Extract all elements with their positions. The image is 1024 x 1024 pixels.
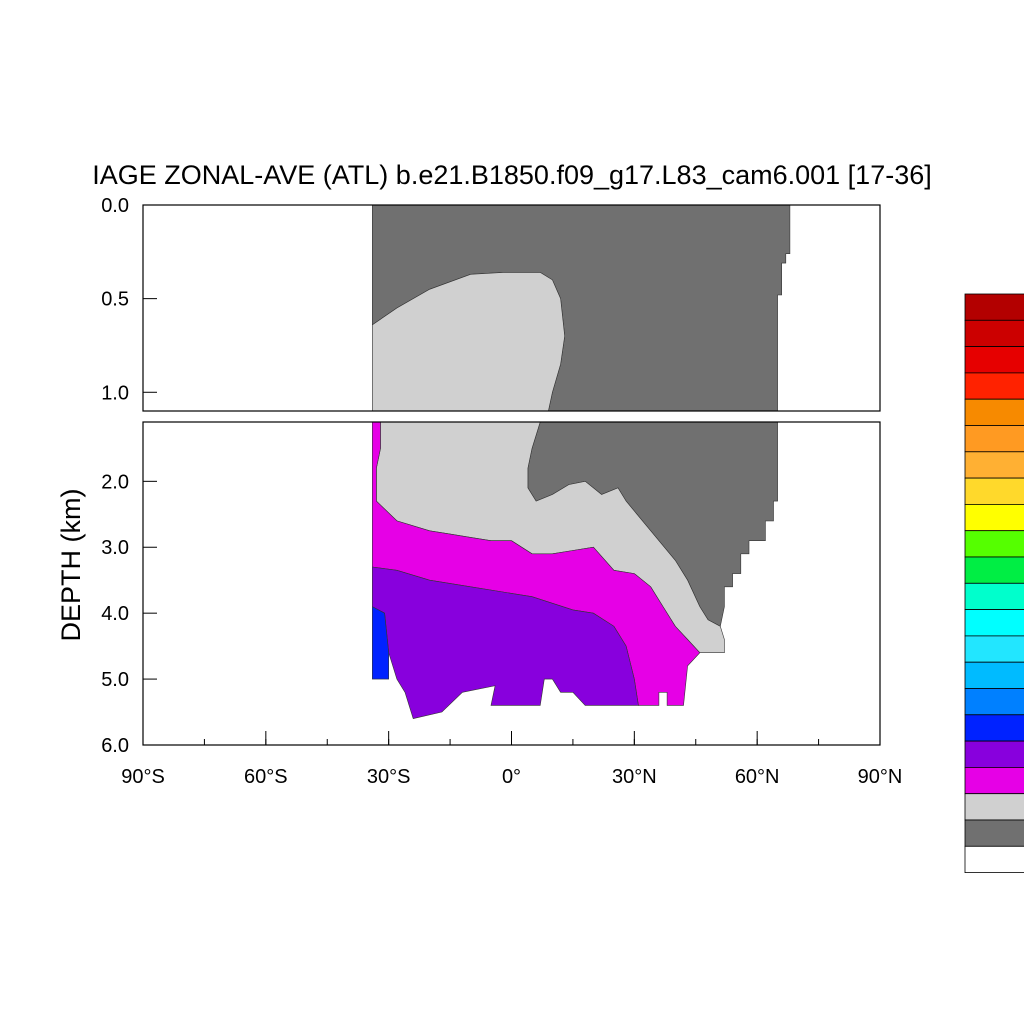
colorbar-swatch <box>964 819 1024 847</box>
x-tick-label: 60°S <box>244 766 288 788</box>
colorbar-swatch <box>964 767 1024 795</box>
colorbar-swatch <box>964 503 1024 532</box>
colorbar-swatch <box>964 319 1024 347</box>
x-tick-label: 30°N <box>612 766 657 788</box>
colorbar-swatch <box>964 451 1024 479</box>
colorbar-swatch <box>964 793 1024 821</box>
colorbar-swatch <box>964 582 1024 610</box>
colorbar-swatch <box>964 293 1024 321</box>
y-tick-label: 6.0 <box>101 735 129 757</box>
x-tick-label: 30°S <box>367 766 411 788</box>
y-tick-label: 2.0 <box>101 471 129 493</box>
region-purple-lower <box>371 566 639 719</box>
y-tick-label: 4.0 <box>101 603 129 625</box>
colorbar-swatch <box>964 346 1024 374</box>
x-tick-label: 90°S <box>121 766 165 788</box>
y-axis-label: DEPTH (km) <box>56 489 86 642</box>
colorbar-swatch <box>964 425 1024 453</box>
axes: 90°S 60°S 30°S 0° 30°N 60°N 90°N 0.0 0.5 1.0 2.0 3.… <box>101 195 902 788</box>
colorbar-swatch <box>964 530 1024 558</box>
y-tick-label: 5.0 <box>101 669 129 691</box>
x-tick-label: 60°N <box>735 766 780 788</box>
x-tick-label: 0° <box>502 766 521 788</box>
x-tick-label: 90°N <box>858 766 903 788</box>
upper-panel-regions <box>371 204 791 412</box>
colorbar-swatch <box>964 635 1024 663</box>
colorbar <box>964 293 1024 873</box>
colorbar-swatch <box>964 845 1024 873</box>
lower-panel-regions <box>371 421 778 719</box>
colorbar-swatch <box>964 372 1024 400</box>
y-tick-label: 0.5 <box>101 289 129 311</box>
y-tick-label: 3.0 <box>101 537 129 559</box>
chart-title: IAGE ZONAL-AVE (ATL) b.e21.B1850.f09_g17… <box>92 160 932 190</box>
y-tick-label: 0.0 <box>101 195 129 217</box>
colorbar-swatch <box>964 398 1024 426</box>
colorbar-swatch <box>964 609 1024 637</box>
colorbar-swatch <box>964 661 1024 689</box>
colorbar-swatch <box>964 556 1024 584</box>
colorbar-swatch <box>964 714 1024 742</box>
colorbar-swatch <box>964 688 1024 716</box>
y-tick-label: 1.0 <box>101 382 129 404</box>
region-blue-lower <box>371 606 390 680</box>
colorbar-swatch <box>964 740 1024 768</box>
upper-panel-frame <box>142 204 881 412</box>
region-light-gray-upper <box>371 272 566 412</box>
colorbar-swatch <box>964 477 1024 505</box>
